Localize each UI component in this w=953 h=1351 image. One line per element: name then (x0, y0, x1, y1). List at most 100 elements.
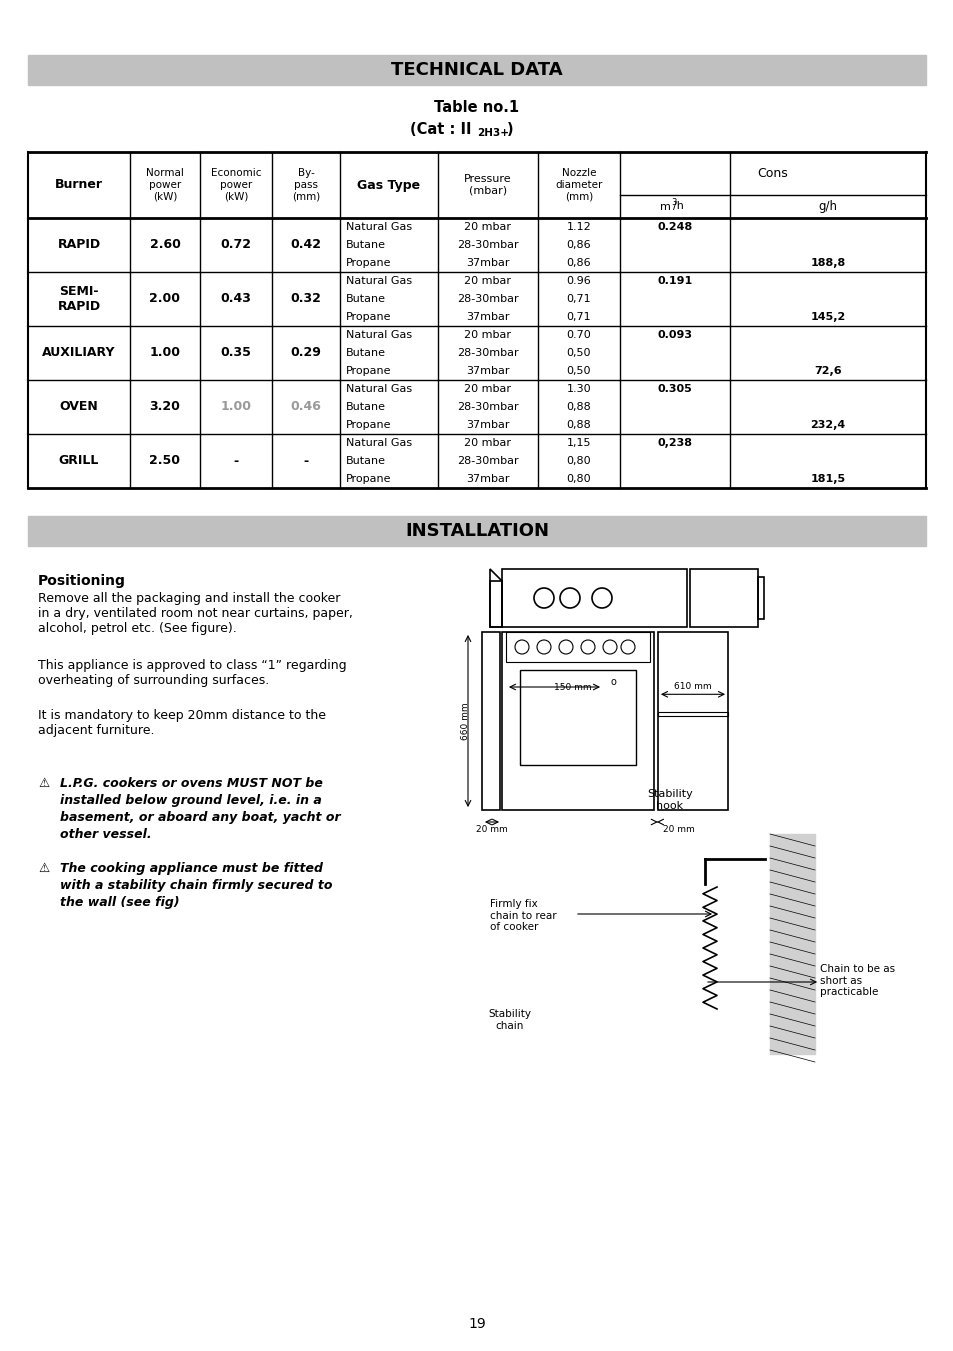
Text: Propane: Propane (346, 258, 391, 267)
Text: 2.60: 2.60 (150, 239, 180, 251)
Text: Cons: Cons (757, 168, 787, 180)
Text: 1,15: 1,15 (566, 438, 591, 449)
Text: 0.46: 0.46 (291, 400, 321, 413)
Bar (481, 632, 499, 811)
Text: 20 mbar: 20 mbar (464, 330, 511, 340)
Text: 0.43: 0.43 (220, 293, 252, 305)
Text: 28-30mbar: 28-30mbar (456, 295, 518, 304)
Text: 1.12: 1.12 (566, 222, 591, 232)
Text: OVEN: OVEN (59, 400, 98, 413)
Text: 28-30mbar: 28-30mbar (456, 457, 518, 466)
Text: 0.42: 0.42 (291, 239, 321, 251)
Text: 1.30: 1.30 (566, 384, 591, 394)
Text: TECHNICAL DATA: TECHNICAL DATA (391, 61, 562, 78)
Text: Positioning: Positioning (38, 574, 126, 588)
Text: 0.191: 0.191 (657, 276, 692, 286)
Text: 0,80: 0,80 (566, 457, 591, 466)
Text: 0.72: 0.72 (220, 239, 252, 251)
Text: INSTALLATION: INSTALLATION (405, 521, 548, 540)
Text: Propane: Propane (346, 366, 391, 376)
Text: L.P.G. cookers or ovens MUST NOT be: L.P.G. cookers or ovens MUST NOT be (60, 777, 322, 790)
Text: g/h: g/h (818, 200, 837, 213)
Text: 150 mm: 150 mm (554, 682, 591, 692)
Bar (490, 581, 501, 627)
Text: 1.00: 1.00 (150, 346, 180, 359)
Text: Chain to be as
short as
practicable: Chain to be as short as practicable (820, 965, 894, 997)
Text: 610 mm: 610 mm (674, 682, 711, 690)
Text: 0,238: 0,238 (657, 438, 692, 449)
Text: 0.96: 0.96 (566, 276, 591, 286)
Text: 3: 3 (670, 199, 676, 207)
Text: 0,71: 0,71 (566, 312, 591, 322)
Text: 0,50: 0,50 (566, 366, 591, 376)
Bar (689, 569, 758, 627)
Text: 0.248: 0.248 (657, 222, 692, 232)
Text: 0.093: 0.093 (657, 330, 692, 340)
Text: m: m (659, 201, 670, 212)
Text: -: - (303, 454, 308, 467)
Text: 2.50: 2.50 (150, 454, 180, 467)
Text: 0.35: 0.35 (220, 346, 252, 359)
Bar (501, 632, 654, 811)
Text: -: - (233, 454, 238, 467)
Text: 0.70: 0.70 (566, 330, 591, 340)
Text: 0,86: 0,86 (566, 240, 591, 250)
Text: 3.20: 3.20 (150, 400, 180, 413)
Text: Butane: Butane (346, 240, 386, 250)
Bar (658, 632, 727, 811)
Text: Stability
hook: Stability hook (646, 789, 692, 811)
Text: 20 mbar: 20 mbar (464, 384, 511, 394)
Text: The cooking appliance must be fitted: The cooking appliance must be fitted (60, 862, 323, 875)
Text: 0,86: 0,86 (566, 258, 591, 267)
Text: 19: 19 (468, 1317, 485, 1331)
Text: 0.305: 0.305 (657, 384, 692, 394)
Text: 20 mm: 20 mm (662, 825, 694, 835)
Text: GRILL: GRILL (59, 454, 99, 467)
Text: (Cat : II: (Cat : II (410, 123, 476, 138)
Text: Natural Gas: Natural Gas (346, 384, 412, 394)
Text: SEMI-
RAPID: SEMI- RAPID (57, 285, 100, 313)
Text: Economic
power
(kW): Economic power (kW) (211, 169, 261, 201)
Bar (519, 670, 636, 765)
Text: Natural Gas: Natural Gas (346, 276, 412, 286)
Text: 188,8: 188,8 (809, 258, 844, 267)
Text: /h: /h (672, 201, 683, 212)
Text: o: o (609, 677, 616, 688)
Text: 72,6: 72,6 (813, 366, 841, 376)
Text: Propane: Propane (346, 312, 391, 322)
Text: Natural Gas: Natural Gas (346, 438, 412, 449)
Text: It is mandatory to keep 20mm distance to the
adjacent furniture.: It is mandatory to keep 20mm distance to… (38, 709, 326, 738)
Text: 28-30mbar: 28-30mbar (456, 349, 518, 358)
Text: Butane: Butane (346, 295, 386, 304)
Bar (758, 577, 763, 619)
Bar (658, 712, 727, 716)
Text: Propane: Propane (346, 474, 391, 484)
Text: Propane: Propane (346, 420, 391, 430)
Text: 1.00: 1.00 (220, 400, 252, 413)
Text: 37mbar: 37mbar (466, 258, 509, 267)
Text: Burner: Burner (55, 178, 103, 192)
Text: Butane: Butane (346, 403, 386, 412)
Text: ⚠: ⚠ (38, 862, 50, 875)
Bar (28, 516, 925, 546)
Text: 0,80: 0,80 (566, 474, 591, 484)
Text: Firmly fix
chain to rear
of cooker: Firmly fix chain to rear of cooker (490, 898, 556, 932)
Text: Table no.1: Table no.1 (434, 100, 519, 115)
Text: ⚠: ⚠ (38, 777, 50, 790)
Bar (501, 569, 686, 627)
Text: ): ) (506, 123, 513, 138)
Text: 660 mm: 660 mm (461, 703, 470, 740)
Text: 0,88: 0,88 (566, 403, 591, 412)
Text: 20 mm: 20 mm (476, 825, 507, 835)
Text: 2H3+: 2H3+ (476, 128, 509, 138)
Bar (769, 834, 814, 1054)
Text: 232,4: 232,4 (809, 420, 844, 430)
Text: basement, or aboard any boat, yacht or: basement, or aboard any boat, yacht or (60, 811, 340, 824)
Text: Pressure
(mbar): Pressure (mbar) (464, 174, 511, 196)
Text: 0,50: 0,50 (566, 349, 591, 358)
Text: the wall (see fig): the wall (see fig) (60, 896, 179, 909)
Text: Natural Gas: Natural Gas (346, 330, 412, 340)
Text: 37mbar: 37mbar (466, 312, 509, 322)
Text: Butane: Butane (346, 457, 386, 466)
Text: 0.32: 0.32 (291, 293, 321, 305)
